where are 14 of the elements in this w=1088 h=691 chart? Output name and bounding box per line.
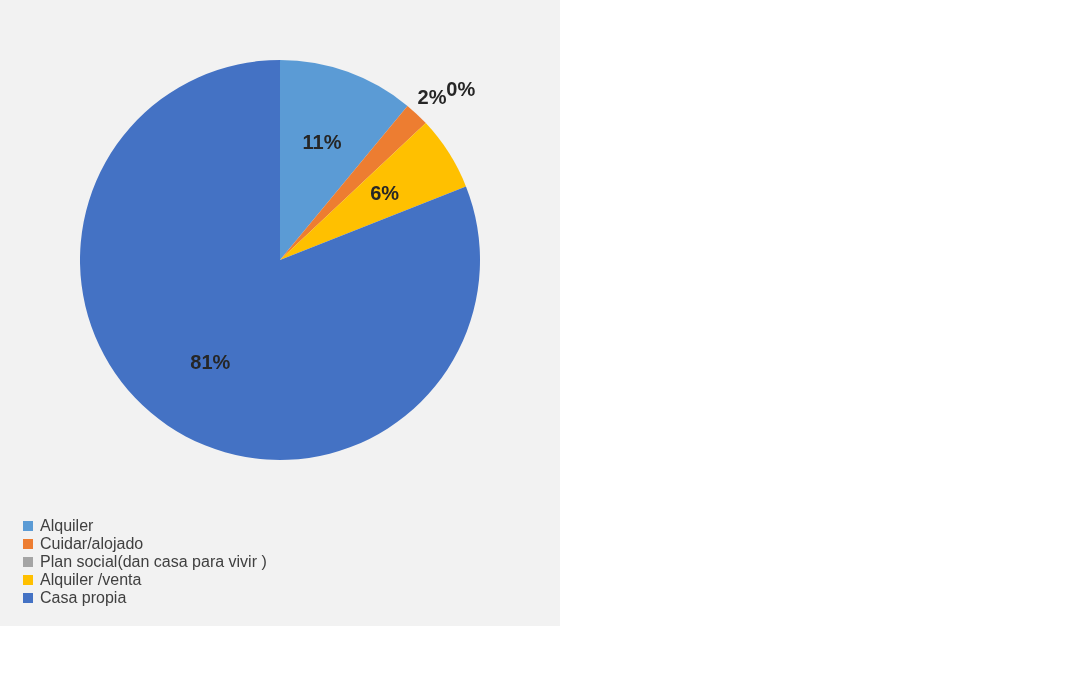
pie-slice bbox=[80, 60, 480, 460]
legend-label: Alquiler bbox=[40, 517, 95, 534]
data-label: 2% bbox=[417, 86, 447, 109]
data-label: 6% bbox=[370, 181, 400, 204]
legend-label: Casa propia bbox=[40, 589, 127, 606]
data-label: 11% bbox=[302, 131, 342, 154]
legend-label: Alquiler /venta bbox=[40, 571, 142, 588]
data-label: 81% bbox=[190, 350, 231, 373]
legend-label: Plan social(dan casa para vivir ) bbox=[40, 553, 267, 570]
text: 0% bbox=[446, 78, 476, 101]
pie-slice bbox=[280, 60, 408, 260]
pie-slice bbox=[280, 105, 426, 260]
legend-label: Cuidar/alojado bbox=[40, 535, 144, 552]
pie-slice bbox=[280, 123, 466, 260]
